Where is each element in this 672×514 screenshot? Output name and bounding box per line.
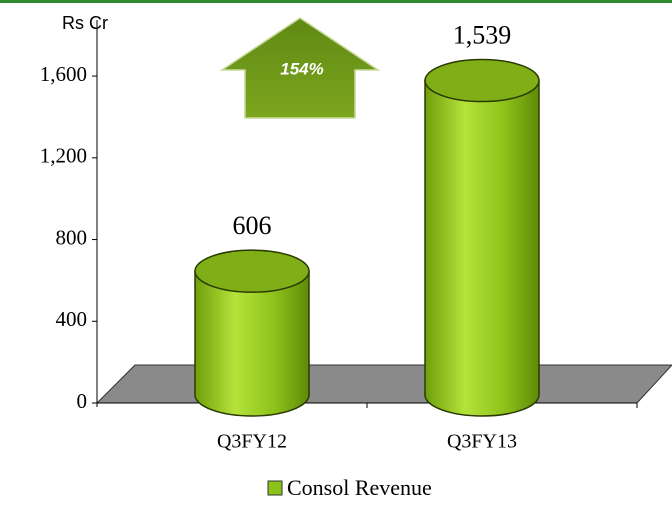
y-tick-label: 1,200 [40, 144, 87, 168]
legend-label: Consol Revenue [287, 475, 432, 500]
top-rule [0, 0, 672, 3]
y-tick-label: 800 [56, 225, 88, 249]
floor [95, 364, 672, 404]
value-label: 1,539 [453, 21, 512, 50]
cylinder-top [194, 249, 310, 293]
y-tick-label: 0 [77, 389, 88, 413]
growth-label: 154% [280, 59, 323, 78]
growth-arrow [219, 17, 381, 119]
y-tick-label: 400 [56, 307, 88, 331]
cylinder-body [194, 270, 310, 417]
cylinder-body [424, 79, 540, 417]
x-tick-label: Q3FY13 [447, 431, 517, 453]
value-label: 606 [233, 211, 272, 240]
cylinder-top [424, 58, 540, 103]
legend-swatch [267, 480, 283, 496]
x-tick-label: Q3FY12 [217, 431, 287, 453]
y-tick-label: 1,600 [40, 62, 87, 86]
axis-unit: Rs Cr [62, 13, 108, 33]
